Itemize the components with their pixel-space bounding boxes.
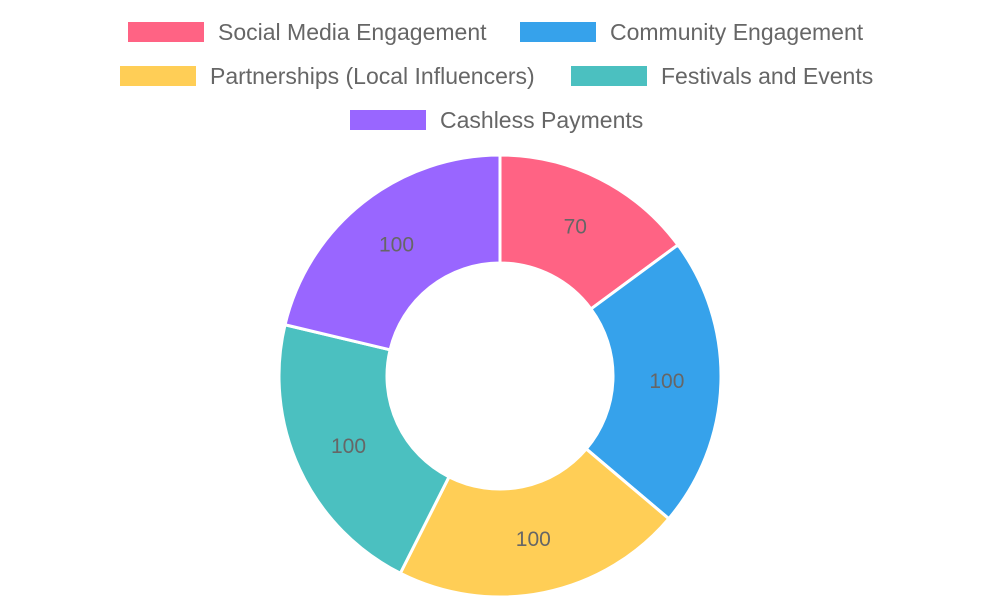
- slices: [277, 153, 723, 599]
- slice-social-media-engagement[interactable]: [498, 153, 680, 311]
- slice-cashless-payments[interactable]: [283, 153, 502, 352]
- legend: Social Media Engagement Community Engagem…: [120, 19, 873, 133]
- data-label-social-media-engagement: 70: [564, 215, 587, 238]
- slice-community-engagement[interactable]: [584, 243, 723, 521]
- legend-item-community-engagement[interactable]: Community Engagement: [520, 19, 864, 45]
- legend-label: Festivals and Events: [661, 63, 873, 89]
- legend-swatch: [571, 66, 647, 86]
- legend-swatch: [128, 22, 204, 42]
- data-label-partnerships-local-influencers: 100: [516, 528, 551, 551]
- legend-swatch: [520, 22, 596, 42]
- data-labels: 70 100 100 100 100: [331, 215, 684, 551]
- legend-swatch: [350, 110, 426, 130]
- legend-swatch: [120, 66, 196, 86]
- data-label-festivals-and-events: 100: [331, 435, 366, 458]
- data-label-community-engagement: 100: [649, 370, 684, 393]
- data-label-cashless-payments: 100: [379, 233, 414, 256]
- slice-partnerships-local-influencers[interactable]: [398, 447, 671, 599]
- legend-item-partnerships-local-influencers[interactable]: Partnerships (Local Influencers): [120, 63, 535, 89]
- legend-label: Community Engagement: [610, 19, 864, 45]
- legend-item-festivals-and-events[interactable]: Festivals and Events: [571, 63, 873, 89]
- slice-festivals-and-events[interactable]: [277, 323, 451, 575]
- legend-label: Social Media Engagement: [218, 19, 487, 45]
- legend-item-social-media-engagement[interactable]: Social Media Engagement: [128, 19, 487, 45]
- legend-label: Cashless Payments: [440, 107, 643, 133]
- legend-label: Partnerships (Local Influencers): [210, 63, 535, 89]
- legend-item-cashless-payments[interactable]: Cashless Payments: [350, 107, 643, 133]
